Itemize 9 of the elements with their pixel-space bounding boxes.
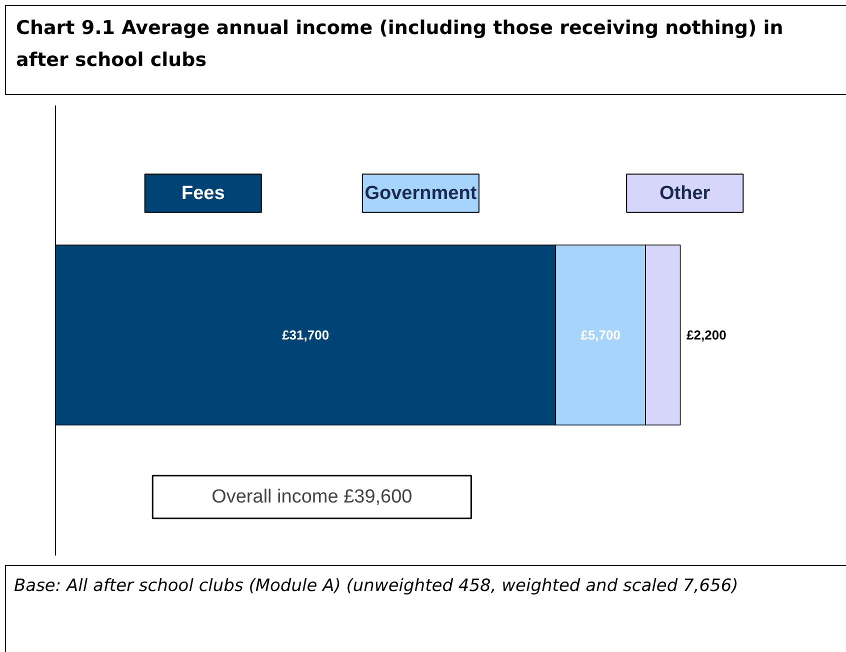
chart-title: Chart 9.1 Average annual income (including those receiving nothing) in after school clubs [16, 16, 784, 74]
text: Government [364, 182, 478, 204]
text: Fees [181, 182, 225, 204]
data-label: £2,200 [686, 328, 726, 342]
data-label: £31,700 [282, 328, 330, 342]
text: Overall income £39,600 [212, 486, 412, 508]
text: Other [660, 182, 711, 204]
data-label: £5,700 [580, 328, 620, 342]
text: Base: All after school clubs (Module A) (unweighted 458, weighted and scaled 7,656) [14, 575, 738, 598]
